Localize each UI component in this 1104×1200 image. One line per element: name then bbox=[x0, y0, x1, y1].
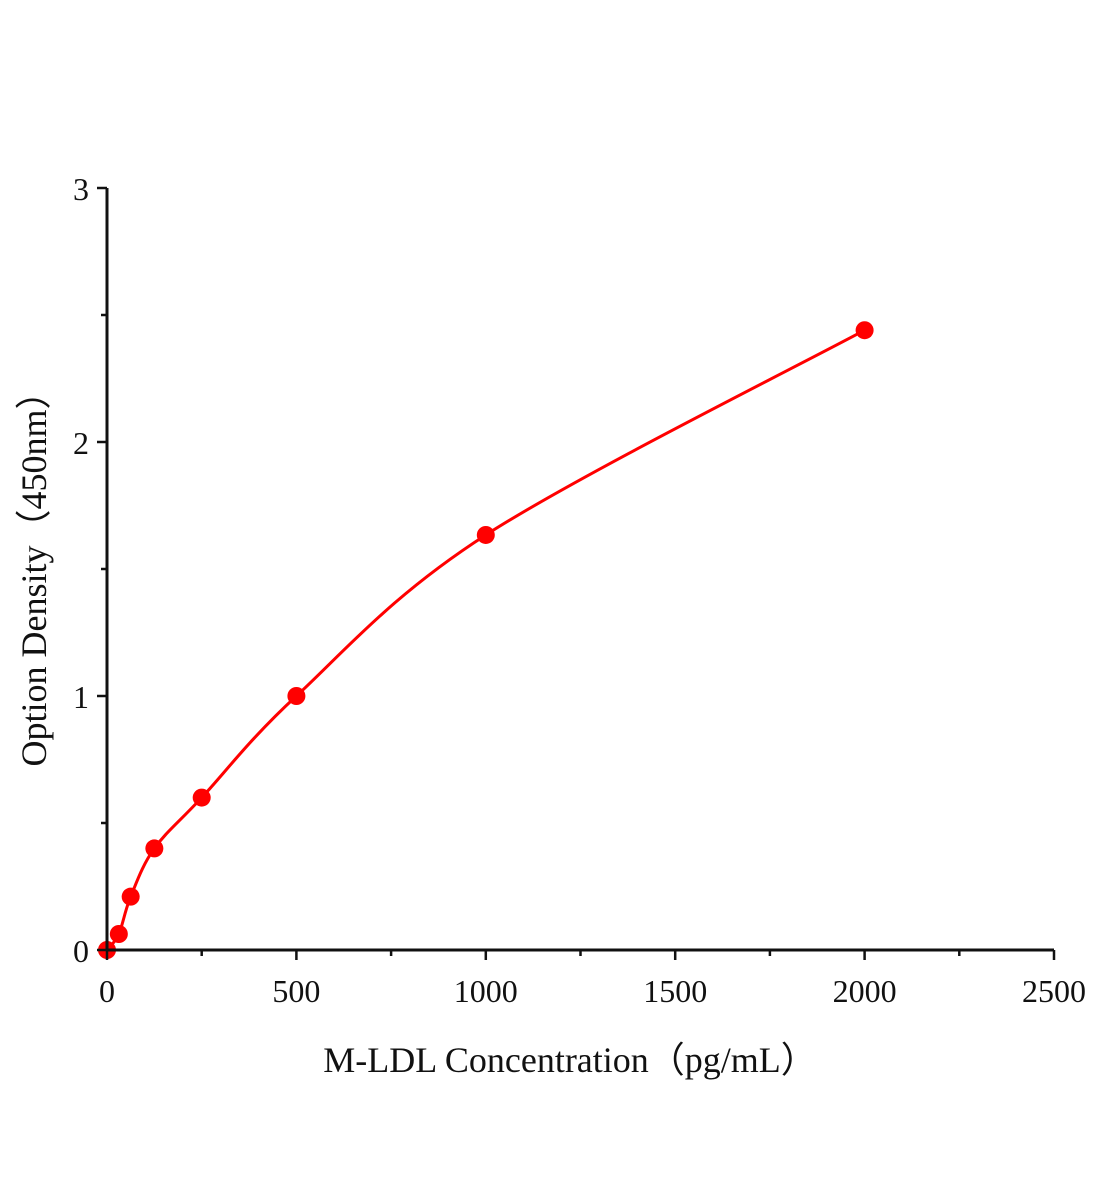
data-points-layer bbox=[98, 321, 874, 959]
x-tick-label: 0 bbox=[99, 973, 115, 1009]
y-tick-label: 0 bbox=[73, 933, 89, 969]
y-axis-label: Option Density（450nm） bbox=[14, 374, 54, 767]
y-tick-label: 1 bbox=[73, 679, 89, 715]
y-tick-label: 3 bbox=[73, 171, 89, 207]
x-tick-label: 500 bbox=[272, 973, 320, 1009]
axes bbox=[97, 186, 1056, 960]
x-axis-label: M-LDL Concentration（pg/mL） bbox=[323, 1040, 817, 1080]
y-tick-label: 2 bbox=[73, 425, 89, 461]
data-point bbox=[145, 839, 164, 858]
x-tick-label: 1000 bbox=[454, 973, 518, 1009]
data-point bbox=[476, 525, 495, 544]
x-tick-label: 1500 bbox=[643, 973, 707, 1009]
tick-labels: 0 500 1000 1500 2000 2500 0 1 2 3 bbox=[73, 171, 1086, 1009]
data-point bbox=[287, 687, 306, 705]
fit-curve-layer bbox=[105, 328, 866, 951]
x-tick-label: 2500 bbox=[1022, 973, 1086, 1009]
data-point bbox=[109, 924, 128, 943]
data-point bbox=[121, 887, 140, 906]
data-point bbox=[192, 788, 211, 807]
x-tick-label: 2000 bbox=[833, 973, 897, 1009]
data-point bbox=[855, 321, 874, 340]
fit-curve bbox=[105, 328, 866, 951]
